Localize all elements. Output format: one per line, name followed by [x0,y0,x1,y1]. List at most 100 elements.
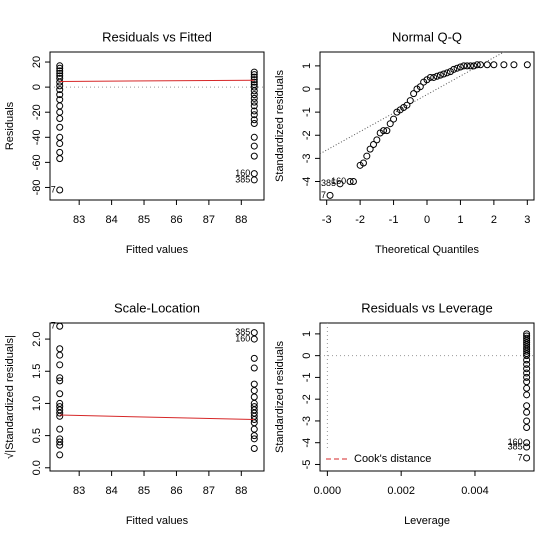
point [56,425,64,433]
point [523,347,531,355]
point [250,119,258,127]
point [56,82,64,90]
point [250,111,258,119]
point [250,142,258,150]
y-axis-label: Standardized residuals [274,341,286,453]
point [250,170,258,178]
point-label: 7 [518,452,523,462]
x-tick-label: 86 [170,214,182,226]
point [386,120,394,128]
x-tick-label: -2 [355,214,365,226]
point [430,73,438,81]
point [250,76,258,84]
point [250,387,258,395]
point [523,408,531,416]
point [56,377,64,385]
point [523,417,531,425]
point [523,439,531,447]
point [523,339,531,347]
x-tick-label: 0 [424,214,430,226]
point [56,91,64,99]
point [473,61,481,69]
point-label: 160 [331,176,346,186]
point-label: 385 [508,441,523,451]
panel: Residuals vs Leverage Leverage Standardize… [274,300,535,527]
x-tick-label: 0.000 [314,485,342,497]
point [523,384,531,392]
smooth-line [59,79,255,82]
x-axis-label: Fitted values [126,515,189,527]
y-tick-label: -1 [301,107,313,117]
point [56,140,64,148]
point [56,374,64,382]
x-tick-label: 87 [203,214,215,226]
point [463,62,471,70]
x-tick-label: 86 [170,485,182,497]
point [523,391,531,399]
point [56,133,64,141]
point [500,61,508,69]
y-tick-label: 0 [301,86,313,92]
point [523,61,531,69]
x-tick-label: 2 [491,214,497,226]
point [440,70,448,78]
plot-frame [319,51,535,201]
panel-title: Residuals vs Leverage [361,300,493,315]
y-tick-label: -2 [301,130,313,140]
point [477,61,484,69]
point [56,438,64,446]
x-tick-label: 87 [203,485,215,497]
plot-frame [319,322,535,472]
y-axis-label: Standardized residuals [274,70,286,182]
point [250,354,258,362]
point [250,91,258,99]
point [380,127,388,135]
point [56,64,64,72]
point [523,349,531,357]
panel: Scale-Location Fitted values √|Standardize… [4,300,265,527]
point [250,176,258,184]
legend-label: Cook's distance [354,453,431,465]
point [523,360,531,368]
point [250,133,258,141]
panel-title: Residuals vs Fitted [102,29,212,44]
y-tick-label: -1 [301,373,313,383]
point [523,343,531,351]
panel-title: Scale-Location [114,300,200,315]
point [456,63,464,71]
y-tick-label: -5 [301,460,313,470]
point [250,116,258,124]
point [383,127,391,135]
plot-frame [49,322,265,472]
y-axis-label: √|Standardized residuals| [4,335,16,459]
point-label: 385 [235,327,250,337]
legend-box [323,450,439,468]
point [250,393,258,401]
point-label: 160 [235,168,250,178]
point [523,341,531,349]
panel: Normal Q-Q Theoretical Quantiles Standardi… [274,29,535,256]
point [56,412,64,420]
point [523,378,531,386]
point-label: 7 [321,190,326,200]
point [250,71,258,79]
point [56,186,64,194]
point [250,425,258,433]
point [363,152,371,160]
point [390,115,398,123]
y-tick-label: 20 [31,56,43,68]
point [523,373,531,381]
y-tick-label: 0.0 [31,460,43,475]
point [523,423,531,431]
point-label: 385 [235,174,250,184]
point [370,141,377,148]
point-label: 7 [51,321,56,331]
point [250,68,258,76]
point [326,191,334,199]
point [523,352,531,360]
point [250,435,258,443]
x-tick-label: 83 [73,485,85,497]
point [336,180,344,188]
point [56,108,64,116]
point [433,72,441,80]
